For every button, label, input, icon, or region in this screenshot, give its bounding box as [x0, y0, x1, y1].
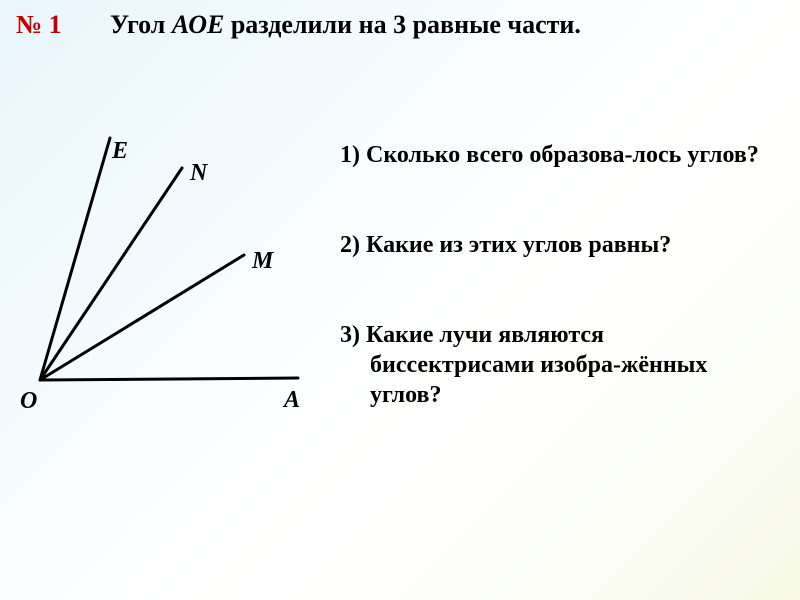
angle-diagram: AMNEO: [20, 120, 320, 405]
question-1-text: 1) Сколько всего образова-лось углов?: [340, 140, 770, 170]
point-label-E: E: [112, 138, 128, 165]
point-label-M: M: [252, 248, 273, 275]
problem-number: № 1: [16, 10, 62, 40]
question-2-text: 2) Какие из этих углов равны?: [340, 230, 770, 260]
ray-N: [40, 168, 182, 380]
question-3-text: 3) Какие лучи являются биссектрисами изо…: [340, 320, 770, 410]
question-3: 3) Какие лучи являются биссектрисами изо…: [340, 320, 770, 410]
problem-title: Угол АОЕ разделили на 3 равные части.: [110, 10, 581, 40]
title-prefix: Угол: [110, 10, 172, 39]
point-label-O: O: [20, 388, 37, 415]
title-suffix: разделили на 3 равные части.: [224, 10, 581, 39]
question-2: 2) Какие из этих углов равны?: [340, 230, 770, 260]
angle-diagram-svg: [20, 120, 320, 400]
point-label-A: A: [284, 387, 300, 414]
point-label-N: N: [190, 160, 207, 187]
question-1: 1) Сколько всего образова-лось углов?: [340, 140, 770, 170]
ray-A: [40, 378, 298, 380]
title-angle-name: АОЕ: [172, 10, 224, 39]
